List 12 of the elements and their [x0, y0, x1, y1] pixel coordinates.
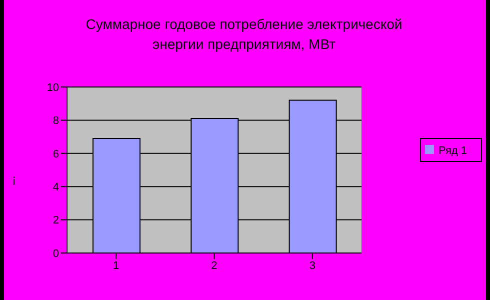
- y-tick-label: 8: [52, 115, 59, 128]
- legend-label: Ряд 1: [438, 145, 467, 157]
- chart-title: Суммарное годовое потребление электрической энергии предприятиям, МВт: [84, 15, 404, 54]
- x-tick-label: 1: [113, 260, 120, 272]
- y-axis-title: ¡: [12, 172, 16, 186]
- y-tick-label: 10: [46, 82, 59, 94]
- x-tick-label: 3: [309, 260, 316, 272]
- x-tick-label: 2: [211, 260, 218, 272]
- y-tick-label: 4: [52, 182, 59, 194]
- y-tick-label: 2: [52, 214, 59, 227]
- y-tick-label: 0: [52, 248, 59, 260]
- y-tick-label: 6: [52, 148, 59, 160]
